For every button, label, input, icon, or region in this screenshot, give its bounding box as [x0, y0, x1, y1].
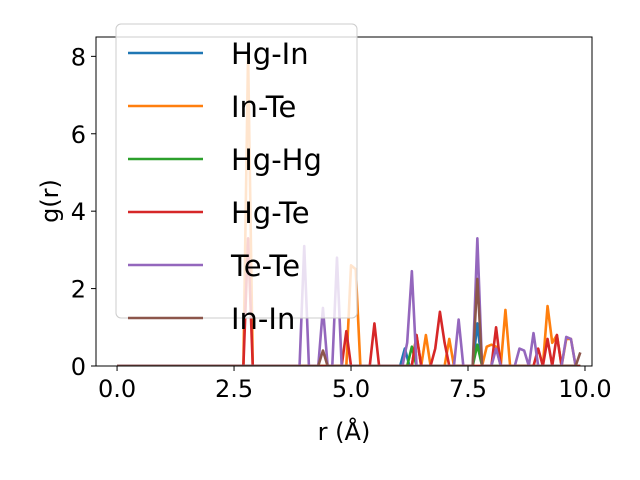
series-line-te-te	[117, 236, 577, 366]
legend-label: Hg-In	[231, 37, 309, 71]
x-tick-label: 10.0	[558, 375, 611, 403]
y-tick-label: 8	[71, 43, 86, 71]
legend-label: In-Te	[231, 90, 296, 124]
series-line-in-in	[117, 277, 582, 366]
legend-label: Te-Te	[230, 249, 300, 283]
y-tick-label: 4	[71, 198, 86, 226]
legend-label: In-In	[231, 302, 295, 336]
series-line-hg-te	[117, 236, 581, 366]
y-axis-ticks: 0 2 4 6 8	[71, 43, 96, 381]
legend: Hg-In In-Te Hg-Hg Hg-Te Te-Te In-In	[115, 23, 358, 336]
legend-label: Hg-Te	[231, 196, 310, 230]
y-axis-label: g(r)	[36, 179, 64, 223]
x-axis-ticks: 0.0 2.5 5.0 7.5 10.0	[98, 366, 612, 403]
x-tick-label: 2.5	[215, 375, 253, 403]
x-tick-label: 0.0	[98, 375, 136, 403]
y-tick-label: 6	[71, 121, 86, 149]
legend-label: Hg-Hg	[231, 143, 322, 177]
y-tick-label: 0	[71, 353, 86, 381]
x-tick-label: 7.5	[449, 375, 487, 403]
legend-frame	[115, 23, 358, 319]
x-tick-label: 5.0	[332, 375, 370, 403]
y-tick-label: 2	[71, 276, 86, 304]
x-axis-label: r (Å)	[318, 417, 371, 446]
